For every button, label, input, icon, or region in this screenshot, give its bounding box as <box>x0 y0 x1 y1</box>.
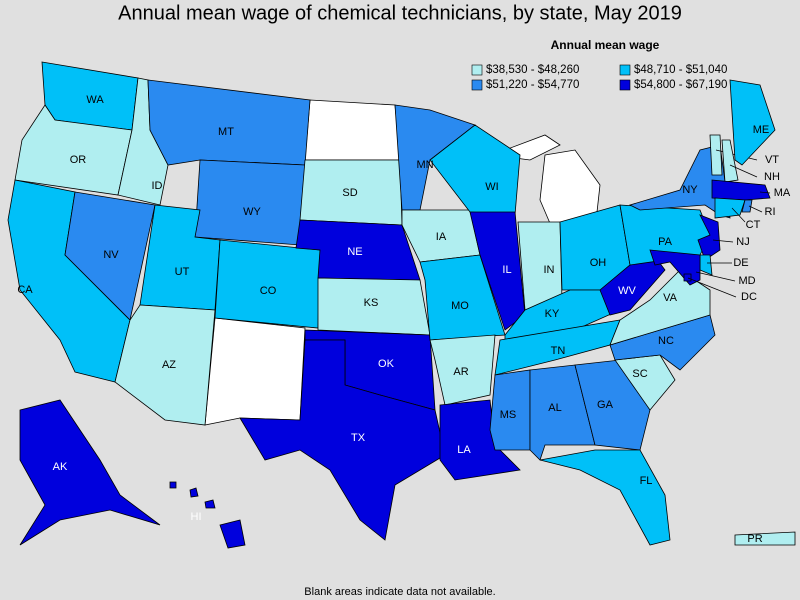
state-label: IL <box>502 264 511 276</box>
state-label: HI <box>191 511 202 523</box>
states: WA OR CA NV ID MT WY UT AZ CO SD NE KS OK TX MN IA MO AR LA… <box>7 61 796 549</box>
state-label: ID <box>152 180 163 192</box>
state-label: NY <box>682 184 698 196</box>
state-label: SC <box>632 368 647 380</box>
legend-label: $51,220 - $54,770 <box>486 79 579 91</box>
state-label: OR <box>70 154 87 166</box>
state-label: WV <box>618 285 636 297</box>
leader-line <box>748 205 763 213</box>
state-label: PR <box>747 533 762 545</box>
leader-line <box>695 271 736 282</box>
state-label: IA <box>436 231 447 243</box>
state-shape <box>219 519 246 549</box>
state-label: WY <box>243 206 261 218</box>
state-label: OH <box>590 257 607 269</box>
state-shape <box>709 134 723 176</box>
state-shape <box>711 179 771 201</box>
state-label: SD <box>342 187 357 199</box>
state-label: GA <box>597 399 614 411</box>
state-label: VT <box>765 154 779 166</box>
state-shape <box>429 334 496 406</box>
leader-line <box>712 239 734 243</box>
state-shape <box>721 139 739 183</box>
legend-label: $48,710 - $51,040 <box>634 64 727 76</box>
state-label: TN <box>551 345 566 357</box>
state-shape <box>628 144 731 219</box>
legend-label: $54,800 - $67,190 <box>634 79 727 91</box>
state-shape <box>204 499 216 509</box>
state-label: UT <box>175 266 190 278</box>
leader-line <box>731 207 746 223</box>
state-shape <box>114 304 216 426</box>
map-title: Annual mean wage of chemical technicians… <box>118 2 682 24</box>
state-label: CT <box>746 219 761 231</box>
state-label: KY <box>545 308 560 320</box>
state-shape <box>189 487 199 498</box>
state-shape <box>741 199 753 213</box>
leader-line <box>687 277 737 298</box>
legend-swatch <box>619 79 631 91</box>
legend: $38,530 - $48,260 $48,710 - $51,040 $51,22… <box>471 64 727 91</box>
state-shape <box>194 159 306 246</box>
state-label: AL <box>548 402 561 414</box>
state-shape <box>429 124 521 216</box>
state-shape <box>729 79 776 166</box>
state-label: AZ <box>162 359 176 371</box>
state-label: MN <box>416 159 433 171</box>
legend-swatch <box>471 64 483 76</box>
state-shape <box>19 399 161 546</box>
state-label: NH <box>764 171 780 183</box>
state-label: NJ <box>736 236 749 248</box>
state-label: FL <box>640 475 653 487</box>
state-shape <box>239 339 446 541</box>
state-label: NE <box>347 246 362 258</box>
state-label: MT <box>218 126 234 138</box>
state-shape <box>169 481 177 489</box>
state-label: KS <box>364 297 379 309</box>
state-shape <box>539 449 671 546</box>
state-label: CO <box>260 285 277 297</box>
blank-state <box>304 99 401 161</box>
leader-line <box>729 164 758 178</box>
state-label: DC <box>741 291 757 303</box>
state-label: VA <box>663 292 678 304</box>
leader-line <box>759 191 771 194</box>
state-label: NC <box>658 335 674 347</box>
state-label: CA <box>17 284 33 296</box>
state-label: TX <box>351 432 366 444</box>
legend-title: Annual mean wage <box>551 38 660 52</box>
state-label: AK <box>53 461 68 473</box>
legend-swatch <box>619 64 631 76</box>
state-label: ME <box>753 124 770 136</box>
state-label: AR <box>453 366 468 378</box>
legend-swatch <box>471 79 483 91</box>
state-label: WA <box>86 94 104 106</box>
state-label: MA <box>774 187 791 199</box>
legend-label: $38,530 - $48,260 <box>486 64 579 76</box>
state-label: WI <box>485 181 498 193</box>
state-label: NV <box>103 249 119 261</box>
state-shape <box>683 273 692 282</box>
state-shape <box>734 531 796 546</box>
state-label: IN <box>544 264 555 276</box>
state-label: MO <box>451 300 469 312</box>
footnote: Blank areas indicate data not available. <box>304 586 495 598</box>
state-label: OK <box>378 358 395 370</box>
state-shape <box>489 369 531 451</box>
blank-states <box>204 99 601 426</box>
state-shape <box>494 319 621 376</box>
state-label: RI <box>765 206 776 218</box>
blank-state <box>204 317 306 426</box>
state-label: PA <box>658 236 673 248</box>
state-label: DE <box>733 257 748 269</box>
state-label: MS <box>500 409 517 421</box>
state-label: MD <box>738 275 755 287</box>
state-label: LA <box>457 444 471 456</box>
state-shape <box>714 197 746 219</box>
state-shape <box>439 399 521 481</box>
